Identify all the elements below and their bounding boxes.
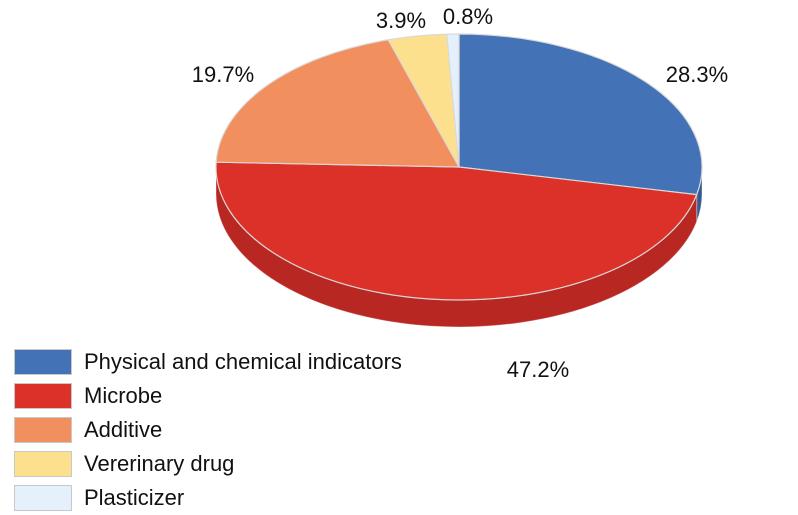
pie-value-label: 28.3%: [666, 62, 728, 87]
pie-value-label: 47.2%: [507, 357, 569, 382]
legend-swatch: [14, 485, 72, 511]
legend-item: Microbe: [14, 379, 402, 413]
pie-slice: [215, 161, 698, 301]
legend: Physical and chemical indicators Microbe…: [14, 345, 402, 515]
legend-swatch: [14, 451, 72, 477]
legend-swatch: [14, 383, 72, 409]
pie-slice: [446, 33, 460, 168]
pie-value-label: 19.7%: [192, 62, 254, 87]
legend-swatch: [14, 349, 72, 375]
legend-label: Physical and chemical indicators: [84, 349, 402, 374]
legend-label: Additive: [84, 417, 163, 442]
legend-label: Plasticizer: [84, 485, 185, 510]
pie-value-labels: 28.3% 47.2% 19.7% 3.9% 0.8%: [192, 4, 728, 382]
legend-label: Vererinary drug: [84, 451, 235, 476]
pie-slices: [215, 33, 703, 301]
pie-value-label: 3.9%: [376, 8, 426, 33]
legend-swatch: [14, 417, 72, 443]
legend-item: Physical and chemical indicators: [14, 345, 402, 379]
legend-item: Plasticizer: [14, 481, 402, 515]
legend-item: Vererinary drug: [14, 447, 402, 481]
pie-slice: [215, 39, 460, 168]
legend-label: Microbe: [84, 383, 163, 408]
pie-slice: [458, 33, 703, 196]
legend-item: Additive: [14, 413, 402, 447]
pie-value-label: 0.8%: [443, 4, 493, 29]
